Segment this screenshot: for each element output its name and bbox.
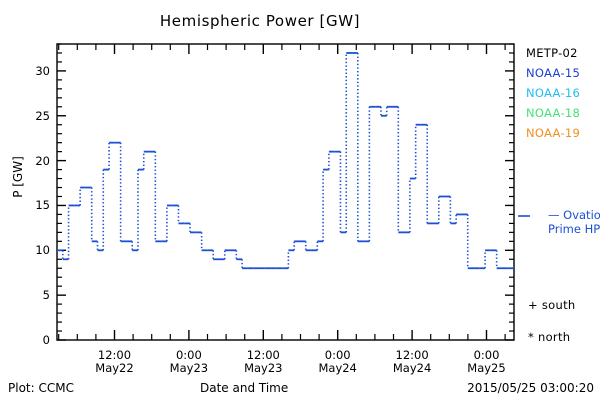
x-tick-time: 0:00 — [473, 348, 500, 362]
legend-item-south: + south — [528, 298, 576, 312]
y-axis-ticks — [57, 43, 514, 341]
x-tick-time: 0:00 — [324, 348, 351, 362]
legend-item-noaa-18: NOAA-18 — [526, 106, 581, 120]
x-tick-time: 0:00 — [175, 348, 202, 362]
legend-item-metp-02: METP-02 — [526, 46, 578, 60]
y-tick-label: 20 — [35, 153, 50, 168]
x-tick-label: 0:00 May25 — [447, 349, 527, 375]
legend-item-noaa-15: NOAA-15 — [526, 66, 581, 80]
legend-item-ovation: — OvationPrime HPI — [548, 208, 600, 236]
x-tick-date: May22 — [95, 361, 134, 375]
y-tick-label: 30 — [35, 63, 50, 78]
x-tick-date: May25 — [467, 361, 506, 375]
y-tick-label: 10 — [35, 243, 50, 258]
x-tick-date: May24 — [318, 361, 357, 375]
plot-credit: Plot: CCMC — [8, 381, 74, 395]
x-tick-label: 12:00 May23 — [223, 349, 303, 375]
legend-item-north: * north — [528, 330, 571, 344]
x-tick-label: 0:00 May24 — [298, 349, 378, 375]
legend-ovation-line1: — Ovation — [548, 208, 600, 222]
data-series-ovation — [57, 52, 514, 270]
y-tick-label: 25 — [35, 108, 50, 123]
x-tick-time: 12:00 — [395, 348, 429, 362]
page-title: Hemispheric Power [GW] — [159, 12, 361, 30]
x-tick-date: May23 — [169, 361, 209, 375]
x-axis-ticks — [58, 44, 506, 340]
x-tick-date: May24 — [392, 361, 432, 375]
y-tick-label: 15 — [35, 198, 50, 213]
x-axis-label: Date and Time — [200, 381, 289, 395]
x-tick-label: 12:00 May22 — [75, 349, 155, 375]
x-tick-time: 12:00 — [246, 348, 280, 362]
legend-item-noaa-16: NOAA-16 — [526, 86, 581, 100]
legend-ovation-line2: Prime HPI — [548, 222, 600, 236]
x-tick-label: 12:00 May24 — [372, 349, 452, 375]
plot-frame — [56, 43, 515, 341]
legend-item-noaa-19: NOAA-19 — [526, 126, 581, 140]
x-tick-date: May23 — [244, 361, 283, 375]
x-tick-label: 0:00 May23 — [149, 349, 229, 375]
timestamp: 2015/05/25 03:00:20 — [467, 381, 594, 395]
y-tick-label: 5 — [42, 288, 50, 303]
x-tick-time: 12:00 — [97, 348, 132, 362]
y-tick-label: 0 — [42, 333, 50, 347]
